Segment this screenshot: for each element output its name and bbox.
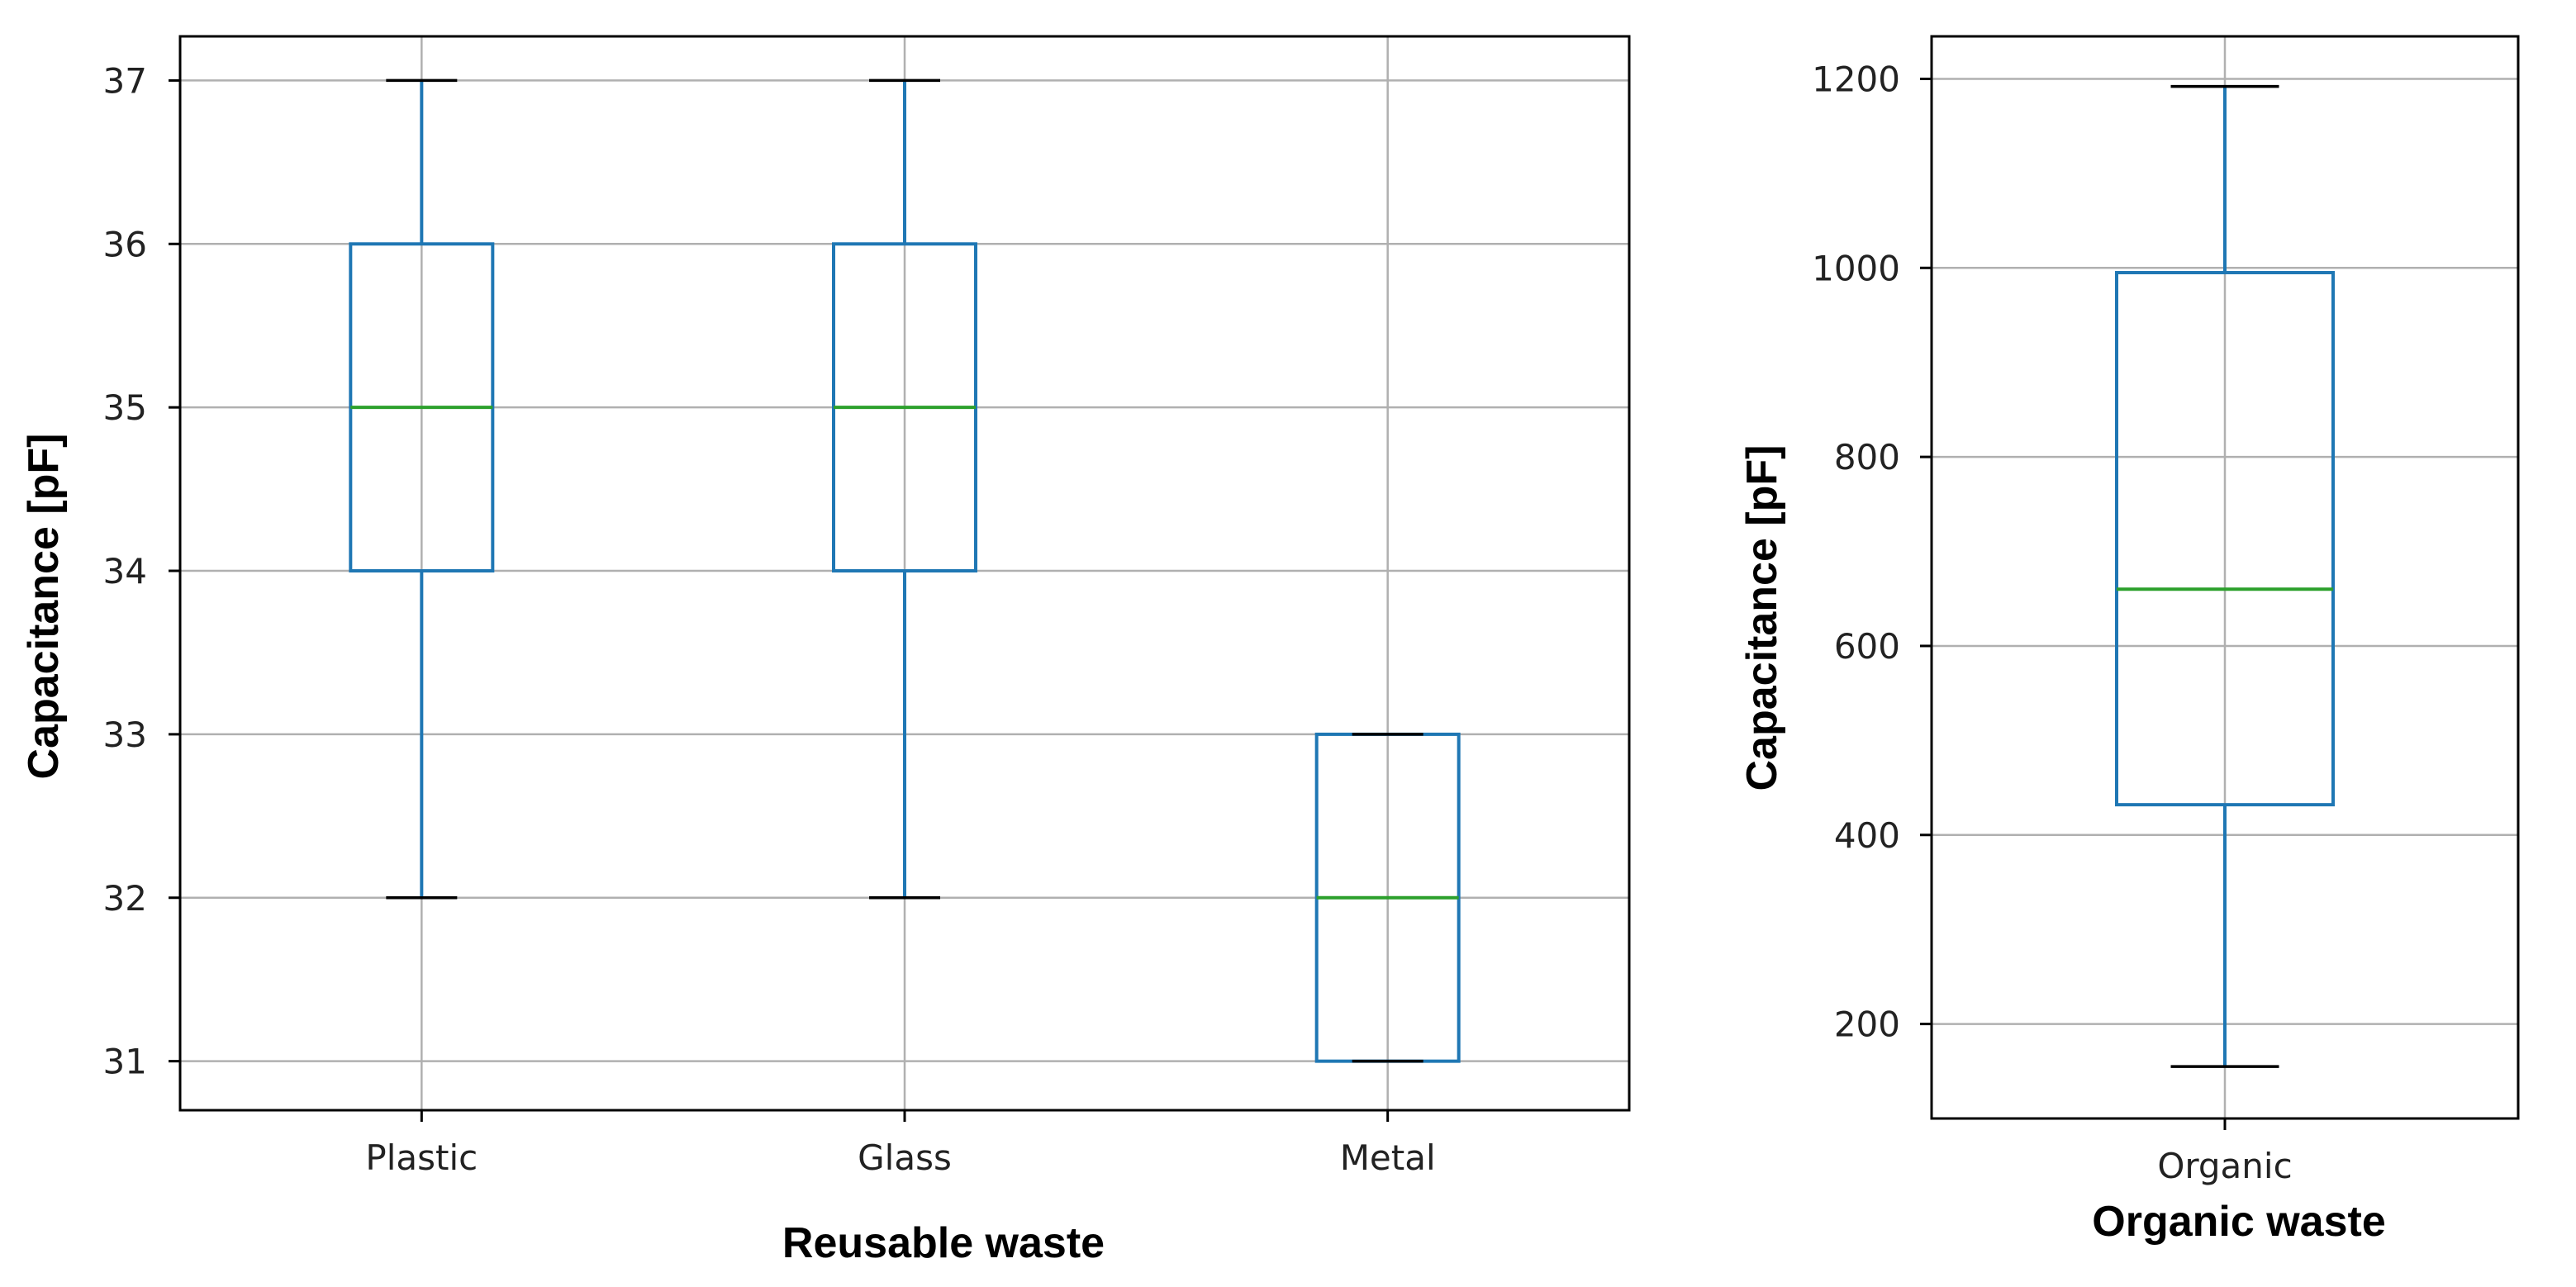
organic-waste-panel: 200 400 600 800 1000 1200 Organic Organic waste… [1738, 35, 2520, 1246]
x-tick-label: Metal [1340, 1137, 1436, 1178]
y-axis-title: Capacitance [pF] [20, 434, 68, 780]
plot-frame [1930, 35, 2520, 1120]
y-axis-title: Capacitance [pF] [1738, 445, 1786, 791]
y-tick-label: 1200 [1812, 59, 1900, 99]
iqr-box [2115, 271, 2335, 807]
box-plastic [349, 78, 495, 900]
x-axis-title: Organic waste [2092, 1198, 2385, 1246]
x-tick-label: Organic [2157, 1146, 2292, 1186]
y-tick-label: 32 [103, 878, 147, 919]
y-tick-label: 1000 [1812, 248, 1900, 288]
x-axis-title: Reusable waste [782, 1219, 1105, 1267]
y-tick-label: 600 [1834, 626, 1900, 667]
y-tick-label: 400 [1834, 815, 1900, 856]
box-metal [1314, 732, 1461, 1063]
y-tick-label: 36 [103, 224, 147, 264]
y-tick-label: 33 [103, 715, 147, 755]
reusable-waste-panel: 31 32 33 34 35 36 37 Plastic Glass Metal Reusable … [20, 35, 1631, 1267]
box-glass [832, 78, 977, 900]
y-tick-label: 34 [103, 551, 147, 591]
y-tick-label: 35 [103, 387, 147, 428]
y-tick-label: 200 [1834, 1004, 1900, 1045]
x-tick-label: Glass [858, 1137, 952, 1178]
y-tick-label: 31 [103, 1042, 147, 1082]
y-tick-label: 800 [1834, 437, 1900, 477]
plot-frame [178, 35, 1631, 1112]
x-tick-label: Plastic [365, 1137, 478, 1178]
box-organic [2115, 84, 2335, 1068]
y-tick-label: 37 [103, 60, 147, 101]
